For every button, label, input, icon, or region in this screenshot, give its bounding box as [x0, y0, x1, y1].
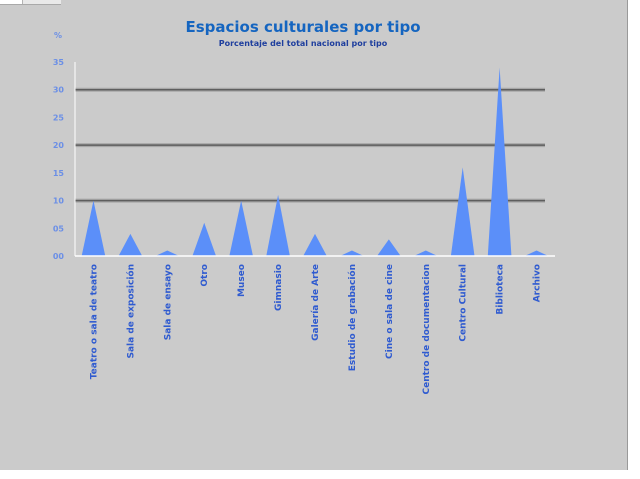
area-peak-12	[487, 67, 512, 257]
window-tab-secondary[interactable]	[22, 0, 61, 4]
area-peak-8	[340, 250, 364, 256]
x-category-label: Centro Cultural	[459, 264, 469, 342]
area-peak-2	[118, 233, 143, 256]
y-tick-labels: 00 05 10 15 20 25 30 35	[53, 58, 65, 261]
y-tick-label: 05	[53, 224, 65, 233]
x-category-label: Archivo	[533, 264, 543, 302]
x-category-label: Galería de Arte	[311, 264, 321, 341]
x-category-labels: Teatro o sala de teatro Sala de exposició…	[89, 264, 542, 395]
x-category-label: Biblioteca	[496, 264, 506, 315]
area-peak-5	[229, 200, 253, 256]
area-peak-9	[377, 239, 401, 256]
y-tick-label: 20	[53, 141, 65, 150]
x-category-label: Otro	[200, 264, 210, 287]
area-peak-4	[192, 222, 217, 256]
y-tick-label: 25	[53, 113, 65, 122]
x-category-label: Centro de documentacion	[422, 264, 432, 395]
area-peak-11	[450, 167, 475, 256]
grid-lines	[75, 87, 545, 203]
y-tick-label: 35	[53, 58, 65, 67]
y-tick-label: 30	[53, 86, 65, 95]
area-peak-7	[303, 233, 327, 256]
x-category-label: Gimnasio	[274, 264, 284, 311]
chart-panel	[0, 0, 628, 470]
y-tick-label: 10	[53, 197, 65, 206]
chart-subtitle: Porcentaje del total nacional por tipo	[219, 39, 388, 48]
chart-title: Espacios culturales por tipo	[185, 18, 420, 36]
x-category-label: Sala de ensayo	[163, 264, 173, 340]
area-peak-1	[81, 200, 106, 256]
x-category-label: Teatro o sala de teatro	[89, 264, 99, 379]
data-areas	[81, 67, 549, 257]
chart: Espacios culturales por tipo Porcentaje …	[53, 18, 555, 395]
area-peak-3	[155, 250, 180, 256]
x-category-label: Museo	[237, 264, 247, 297]
axes	[74, 62, 555, 257]
y-tick-label: 00	[53, 252, 65, 261]
area-peak-13	[524, 250, 549, 256]
y-tick-label: 15	[53, 169, 65, 178]
x-category-label: Sala de exposición	[125, 264, 136, 359]
area-peak-6	[266, 195, 290, 256]
x-category-label: Cine o sala de cine	[385, 264, 395, 359]
y-axis-label: %	[54, 31, 62, 40]
area-peak-10	[413, 250, 438, 256]
x-category-label: Estudio de grabación	[347, 264, 358, 371]
